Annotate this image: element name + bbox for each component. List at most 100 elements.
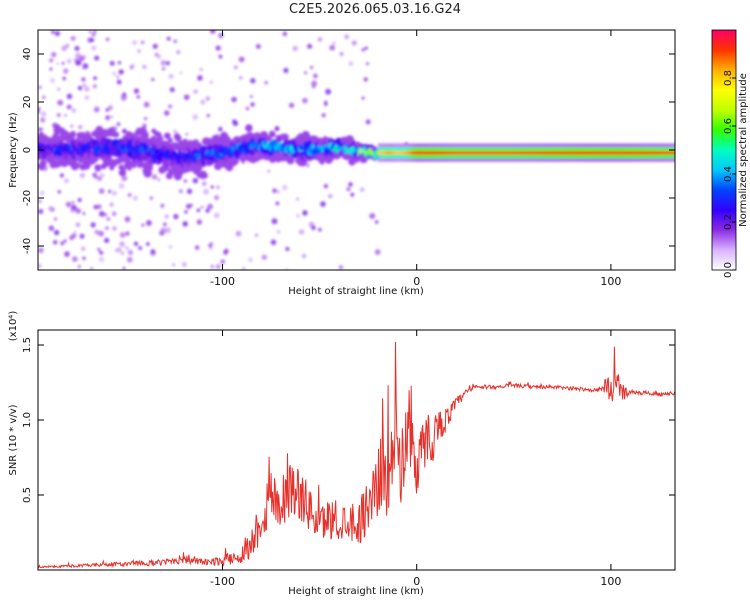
heatmap-cell — [534, 150, 538, 155]
heatmap-cell — [457, 154, 461, 159]
heatmap-cell — [482, 147, 486, 151]
heatmap-cell — [380, 154, 384, 159]
heatmap-cell — [110, 115, 114, 119]
heatmap-cell — [585, 157, 589, 162]
heatmap-cell — [596, 157, 601, 162]
heatmap-cell — [631, 154, 636, 159]
heatmap-cell — [160, 60, 167, 66]
heatmap-cell — [517, 154, 521, 159]
heatmap-cell — [487, 147, 491, 151]
heatmap-cell — [429, 143, 433, 148]
heatmap-cell — [487, 157, 491, 162]
heatmap-cell — [192, 114, 199, 120]
heatmap-cell — [606, 150, 610, 155]
heatmap-cell — [113, 131, 120, 138]
heatmap-cell — [485, 154, 489, 159]
heatmap-cell — [109, 60, 115, 66]
heatmap-cell — [515, 147, 519, 151]
snr-y-tick-label: 1.5 — [22, 337, 33, 353]
heatmap-cell — [39, 190, 45, 196]
heatmap-cell — [473, 150, 477, 155]
heatmap-cell — [501, 157, 505, 162]
heatmap-cell — [77, 85, 83, 91]
heatmap-cell — [215, 185, 221, 190]
heatmap-cell — [436, 147, 440, 151]
heatmap-cell — [419, 154, 424, 159]
heatmap-cell — [473, 143, 477, 148]
heatmap-cell — [426, 150, 431, 155]
heatmap-cell — [645, 147, 650, 151]
heatmap-cell — [568, 143, 573, 148]
heatmap-cell — [151, 77, 155, 82]
heatmap-cell — [543, 157, 547, 162]
heatmap-cell — [461, 147, 465, 151]
heatmap-cell — [410, 157, 414, 162]
heatmap-cell — [250, 78, 256, 84]
heatmap-cell — [401, 143, 405, 148]
heatmap-cell — [587, 157, 591, 162]
heatmap-cell — [146, 220, 152, 226]
heatmap-cell — [189, 203, 194, 207]
heatmap-cell — [585, 147, 589, 151]
heatmap-cell — [417, 154, 421, 159]
heatmap-cell — [540, 143, 545, 148]
heatmap-cell — [165, 61, 170, 66]
heatmap-cell — [454, 154, 458, 159]
heatmap-cell — [135, 159, 145, 168]
heatmap-cell — [79, 233, 85, 239]
heatmap-cell — [494, 157, 498, 162]
heatmap-cell — [401, 157, 405, 162]
heatmap-cell — [254, 233, 259, 238]
heatmap-cell — [596, 150, 601, 155]
heatmap-cell — [70, 124, 74, 128]
heatmap-cell — [468, 147, 472, 151]
heatmap-cell — [59, 173, 65, 178]
heatmap-cell — [666, 154, 671, 159]
heatmap-cell — [485, 157, 489, 162]
heatmap-cell — [587, 154, 591, 159]
heatmap-cell — [503, 143, 507, 148]
heatmap-cell — [608, 150, 612, 155]
heatmap-cell — [433, 147, 437, 151]
heatmap-cell — [529, 157, 533, 162]
heatmap-cell — [361, 48, 366, 52]
heatmap-cell — [94, 55, 100, 61]
heatmap-cell — [146, 242, 150, 246]
heatmap-cell — [580, 154, 584, 159]
heatmap-cell — [285, 246, 290, 252]
heatmap-cell — [452, 150, 456, 155]
heatmap-cell — [536, 147, 540, 151]
heatmap-cell — [320, 201, 326, 207]
heatmap-cell — [573, 150, 577, 155]
snr-x-tick-label: 0 — [413, 575, 420, 588]
heatmap-cell — [209, 80, 214, 84]
heatmap-cell — [641, 143, 645, 148]
heatmap-cell — [181, 262, 187, 267]
heatmap-x-tick-label: 100 — [600, 275, 621, 288]
heatmap-cell — [457, 150, 461, 155]
heatmap-cell — [443, 157, 447, 162]
snr-frame — [37, 329, 676, 571]
heatmap-cell — [564, 143, 568, 148]
heatmap-cell — [610, 143, 615, 148]
heatmap-cell — [206, 114, 210, 118]
heatmap-cell — [122, 162, 126, 166]
heatmap-cell — [132, 40, 138, 46]
heatmap-cell — [116, 122, 121, 126]
heatmap-cell — [408, 143, 412, 148]
heatmap-cell — [301, 253, 307, 259]
heatmap-cell — [475, 157, 479, 162]
heatmap-cell — [527, 157, 531, 162]
heatmap-cell — [582, 143, 587, 148]
heatmap-cell — [540, 154, 545, 159]
heatmap-cell — [398, 157, 403, 162]
heatmap-cell — [82, 256, 86, 260]
heatmap-cell — [71, 200, 75, 205]
heatmap-cell — [506, 157, 510, 162]
heatmap-cell — [666, 157, 671, 162]
heatmap-cell — [499, 147, 503, 151]
heatmap-cell — [394, 143, 398, 148]
heatmap-cell — [592, 143, 596, 148]
heatmap-cell — [610, 150, 615, 155]
heatmap-cell — [176, 49, 181, 55]
